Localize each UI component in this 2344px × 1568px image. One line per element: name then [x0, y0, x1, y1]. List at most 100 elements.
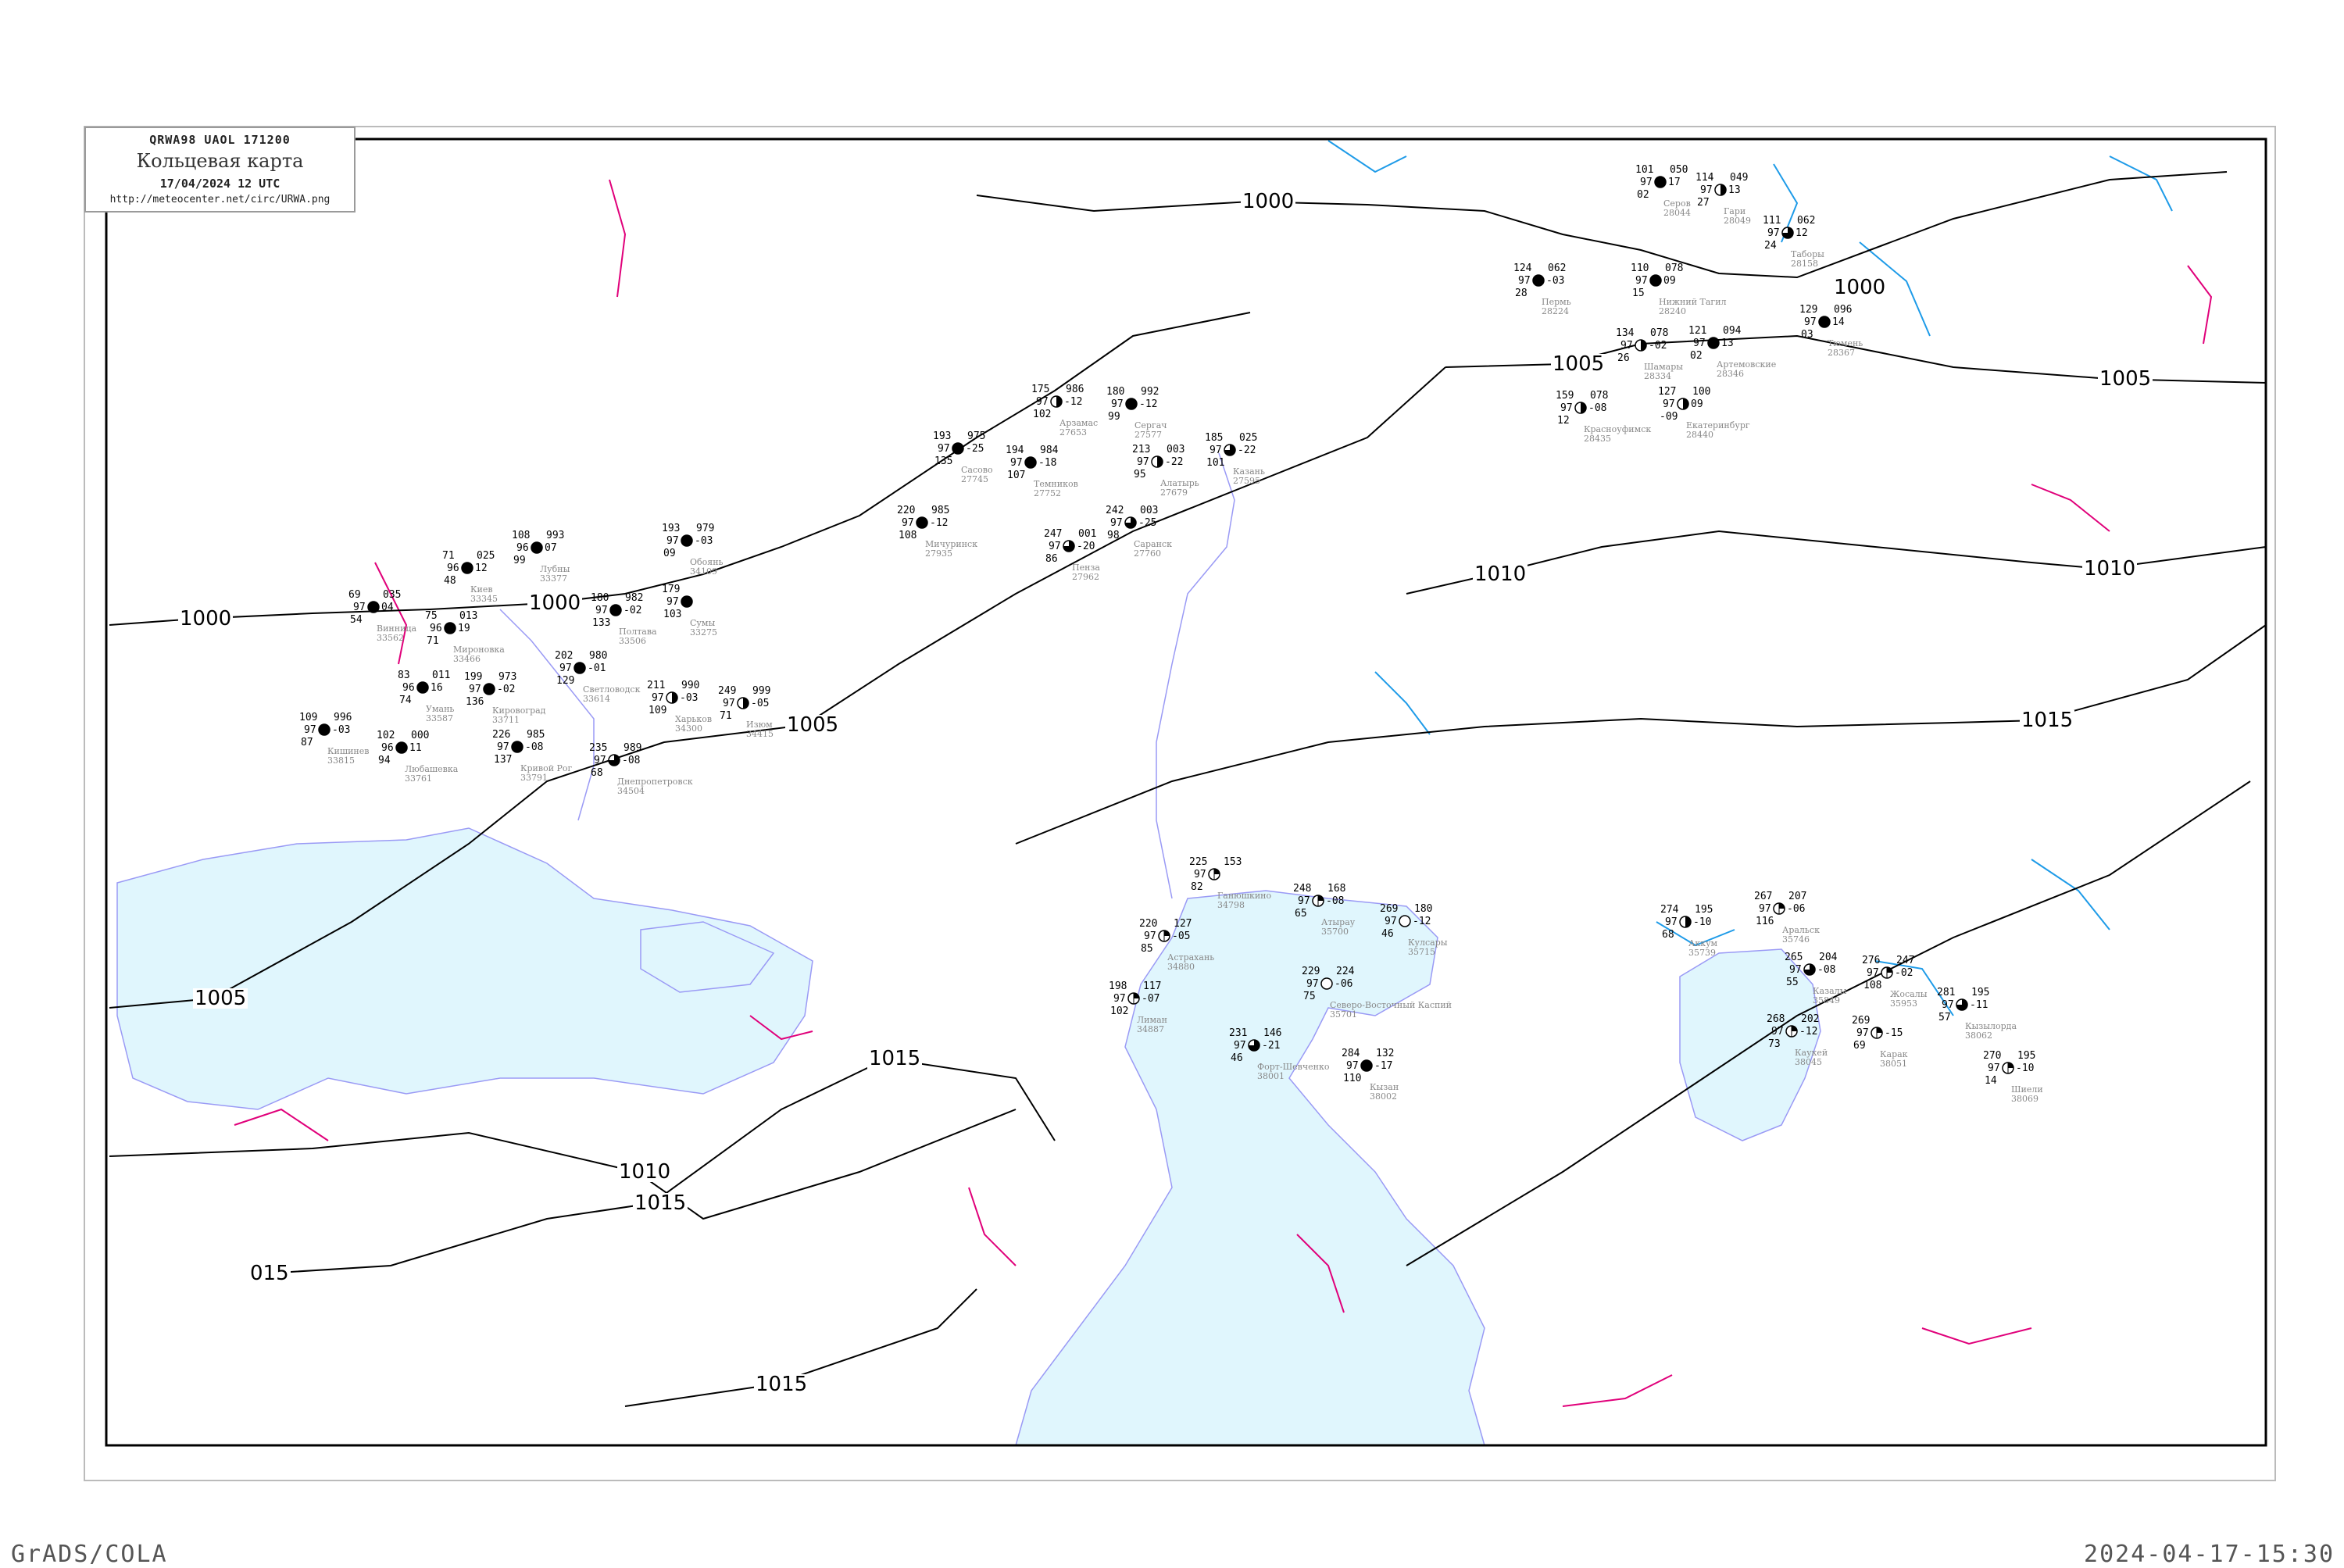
- station-temperature: 281: [1937, 987, 1956, 998]
- station-visibility: 97: [1110, 517, 1123, 529]
- station-visibility: 97: [1234, 1040, 1246, 1052]
- station-temperature: 108: [512, 530, 531, 541]
- station-dewpoint: 46: [1381, 928, 1394, 940]
- station-pressure: 127: [1174, 918, 1192, 930]
- station-temperature: 109: [299, 712, 318, 723]
- isobar-label: 1015: [2020, 709, 2075, 732]
- station-name: Днепропетровск: [617, 777, 693, 787]
- station-visibility: 97: [1518, 275, 1531, 287]
- station-tendency: -08: [1326, 895, 1345, 907]
- map-source-url[interactable]: http://meteocenter.net/circ/URWA.png: [109, 194, 331, 205]
- station-visibility: 97: [1767, 227, 1780, 239]
- station-name: Астрахань: [1167, 952, 1215, 963]
- station-pressure: 000: [411, 730, 430, 741]
- station-pressure: 985: [931, 505, 950, 516]
- isobar-1000-north: [976, 171, 2228, 279]
- station-id: 38001: [1257, 1071, 1285, 1081]
- station-temperature: 199: [464, 671, 483, 683]
- station-id: 33562: [377, 633, 404, 643]
- station-name: Жосалы: [1890, 989, 1928, 999]
- station-temperature: 185: [1205, 432, 1224, 444]
- station-name: Кировоград: [492, 705, 546, 716]
- station-name: Шамары: [1644, 362, 1684, 372]
- station-id: 35715: [1408, 947, 1435, 957]
- station-tendency: -05: [751, 698, 770, 709]
- station-tendency: 14: [1832, 316, 1845, 328]
- station-id: 33466: [453, 654, 481, 664]
- isobar-label: 1000: [527, 591, 583, 615]
- station-name: Лиман: [1137, 1015, 1167, 1025]
- station-visibility: 97: [1144, 930, 1156, 942]
- dnieper-river: [499, 609, 595, 821]
- station-pressure: 146: [1263, 1027, 1282, 1039]
- station-dewpoint: 57: [1938, 1012, 1951, 1023]
- station-dewpoint: 26: [1617, 352, 1630, 364]
- station-name: Арзамас: [1059, 418, 1099, 428]
- station-pressure: 996: [334, 712, 352, 723]
- station-tendency: 17: [1668, 177, 1681, 188]
- aral-sea: [1679, 948, 1821, 1141]
- station-visibility: 97: [304, 724, 316, 736]
- station-visibility: 97: [1759, 903, 1771, 915]
- station-dewpoint: 116: [1756, 916, 1774, 927]
- station-tendency: -08: [525, 741, 544, 753]
- station-pressure: 094: [1723, 325, 1742, 337]
- station-dewpoint: 02: [1690, 350, 1703, 362]
- station-visibility: 97: [1111, 398, 1124, 410]
- station-pressure: 180: [1414, 903, 1433, 915]
- station-dewpoint: 99: [1108, 411, 1120, 423]
- station-tendency: -06: [1787, 903, 1806, 915]
- station-name: Северо-Восточный Каспий: [1330, 1000, 1452, 1010]
- station-id: 28240: [1659, 306, 1686, 316]
- station-name: Алатырь: [1160, 478, 1199, 488]
- station-name: Харьков: [675, 714, 713, 724]
- station-temperature: 248: [1293, 883, 1312, 895]
- station-pressure: 050: [1670, 164, 1688, 176]
- map-title: Кольцевая карта: [136, 150, 304, 172]
- station-id: 27760: [1134, 548, 1161, 559]
- station-id: 33815: [327, 755, 355, 766]
- station-visibility: 96: [430, 623, 442, 634]
- footer-timestamp: 2024-04-17-15:30: [2084, 1541, 2335, 1568]
- station-id: 35739: [1688, 948, 1716, 958]
- station-tendency: 09: [1663, 275, 1676, 287]
- station-pressure: 153: [1224, 856, 1242, 868]
- station-dewpoint: 108: [899, 530, 917, 541]
- station-tendency: -12: [1139, 398, 1158, 410]
- station-temperature: 284: [1342, 1048, 1360, 1059]
- station-name: Карак: [1880, 1049, 1908, 1059]
- isobar-label: 1015: [867, 1047, 923, 1070]
- station-id: 33711: [492, 715, 520, 725]
- station-dewpoint: 68: [591, 767, 603, 779]
- station-temperature: 71: [442, 550, 455, 562]
- isobar-1015-east: [1015, 624, 2267, 845]
- station-name: Казань: [1233, 466, 1265, 477]
- station-visibility: 97: [1640, 177, 1653, 188]
- station-temperature: 249: [718, 685, 737, 697]
- station-visibility: 97: [666, 535, 679, 547]
- station-temperature: 270: [1983, 1050, 2002, 1062]
- station-temperature: 121: [1688, 325, 1707, 337]
- station-dewpoint: 135: [934, 455, 953, 467]
- station-pressure: 202: [1801, 1013, 1820, 1025]
- station-dewpoint: 103: [663, 609, 682, 620]
- station-dewpoint: 48: [444, 575, 456, 587]
- station-tendency: -12: [1064, 396, 1083, 408]
- station-visibility: 97: [938, 443, 950, 455]
- station-tendency: -02: [497, 684, 516, 695]
- map-datetime: 17/04/2024 12 UTC: [159, 177, 280, 191]
- station-temperature: 220: [897, 505, 916, 516]
- station-dewpoint: 27: [1697, 197, 1710, 209]
- station-dewpoint: 54: [350, 614, 363, 626]
- station-dewpoint: 137: [494, 754, 513, 766]
- station-pressure: 989: [624, 742, 642, 754]
- station-temperature: 110: [1631, 263, 1649, 274]
- station-tendency: 19: [458, 623, 470, 634]
- station-dewpoint: 102: [1110, 1005, 1129, 1017]
- isobar-kazakhstan: [1406, 780, 2251, 1266]
- station-name: Светловодск: [583, 684, 641, 695]
- station-tendency: -17: [1374, 1060, 1393, 1072]
- station-tendency: -03: [680, 692, 699, 704]
- station-id: 33345: [470, 594, 498, 604]
